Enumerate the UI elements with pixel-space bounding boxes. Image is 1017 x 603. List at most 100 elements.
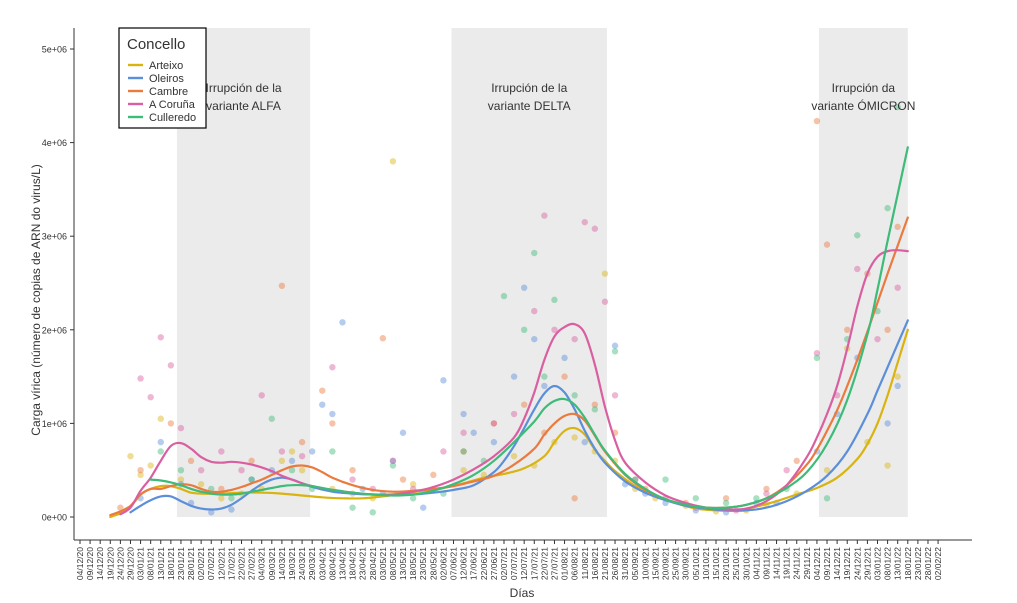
data-point-a-coru-a <box>551 326 558 333</box>
x-tick-label: 10/09/21 <box>640 547 650 580</box>
data-point-a-coru-a <box>894 284 901 291</box>
x-tick-label: 03/05/21 <box>378 547 388 580</box>
data-point-a-coru-a <box>197 467 205 474</box>
x-axis-title: Días <box>510 586 535 600</box>
shaded-period-label: Irrupción da <box>832 81 896 95</box>
data-point-a-coru-a <box>218 448 225 455</box>
x-tick-label: 22/06/21 <box>479 547 489 580</box>
shaded-period <box>818 28 908 517</box>
data-point-a-coru-a <box>541 212 548 219</box>
data-point-oleiros <box>894 382 901 390</box>
data-point-oleiros <box>319 401 326 408</box>
x-tick-label: 15/10/21 <box>711 547 721 580</box>
data-point-cambre <box>591 401 599 408</box>
data-point-oleiros <box>440 377 447 384</box>
data-point-culleredo <box>823 495 831 502</box>
data-point-cambre <box>561 373 568 380</box>
data-point-a-coru-a <box>157 334 164 341</box>
data-point-a-coru-a <box>611 392 619 399</box>
data-point-cambre <box>430 471 437 479</box>
data-point-cambre <box>490 420 498 427</box>
x-tick-label: 09/03/21 <box>267 547 277 580</box>
x-tick-label: 22/07/21 <box>539 547 549 580</box>
x-tick-label: 09/12/20 <box>85 547 95 580</box>
legend-label-cambre: Cambre <box>149 86 188 98</box>
data-point-arteixo <box>127 452 134 460</box>
data-point-culleredo <box>813 354 821 362</box>
series-curve-arteixo <box>109 328 909 519</box>
x-tick-label: 04/12/20 <box>75 547 85 580</box>
legend-label-culleredo: Culleredo <box>149 112 196 124</box>
x-tick-label: 13/04/21 <box>337 547 347 580</box>
data-point-a-coru-a <box>571 335 578 343</box>
data-point-arteixo <box>884 462 891 469</box>
x-tick-label: 23/04/21 <box>358 547 368 580</box>
series-curve-oleiros <box>129 319 909 514</box>
data-point-a-coru-a <box>581 218 588 226</box>
x-tick-label: 20/09/21 <box>661 547 671 580</box>
data-point-a-coru-a <box>329 364 336 371</box>
data-point-oleiros <box>399 429 407 436</box>
data-point-a-coru-a <box>531 307 538 315</box>
data-point-culleredo <box>248 476 255 483</box>
data-point-arteixo <box>137 471 144 479</box>
data-point-cambre <box>298 438 306 446</box>
data-point-arteixo <box>288 448 296 455</box>
data-point-culleredo <box>349 504 356 511</box>
x-tick-label: 11/08/21 <box>580 547 590 580</box>
data-point-culleredo <box>884 204 891 212</box>
x-tick-label: 19/12/21 <box>842 547 852 580</box>
data-point-culleredo <box>692 495 699 502</box>
data-point-a-coru-a <box>591 225 599 232</box>
x-tick-label: 13/01/22 <box>893 547 903 580</box>
data-point-culleredo <box>228 495 235 502</box>
shaded-period-label: Irrupción de la <box>491 81 567 95</box>
data-point-culleredo <box>460 448 467 455</box>
legend-label-arteixo: Arteixo <box>149 60 183 72</box>
data-point-culleredo <box>329 448 336 455</box>
data-point-cambre <box>187 457 195 465</box>
data-point-oleiros <box>248 476 255 483</box>
x-tick-label: 19/03/21 <box>287 547 297 580</box>
data-point-a-coru-a <box>147 393 154 401</box>
data-point-arteixo <box>177 476 185 483</box>
x-tick-label: 19/12/20 <box>105 547 115 580</box>
data-point-a-coru-a <box>137 375 144 382</box>
data-point-a-coru-a <box>238 467 245 474</box>
x-tick-label: 08/04/21 <box>327 547 337 580</box>
x-tick-label: 07/07/21 <box>509 547 519 580</box>
data-point-oleiros <box>157 438 164 446</box>
data-point-culleredo <box>611 348 619 355</box>
data-point-cambre <box>117 504 124 511</box>
x-tick-label: 28/04/21 <box>368 547 378 580</box>
smoothed-curves <box>109 146 909 519</box>
data-point-arteixo <box>278 457 286 465</box>
data-point-oleiros <box>611 342 619 349</box>
x-tick-label: 02/02/22 <box>933 547 943 580</box>
x-tick-label: 03/01/21 <box>136 547 146 580</box>
x-tick-label: 05/09/21 <box>630 547 640 580</box>
series-curve-culleredo <box>149 146 909 510</box>
data-point-cambre <box>793 457 800 465</box>
y-tick-label: 1e+06 <box>42 419 67 429</box>
data-point-culleredo <box>369 509 376 516</box>
x-tick-label: 24/12/21 <box>852 547 862 580</box>
x-tick-label: 05/10/21 <box>691 547 701 580</box>
x-tick-label: 14/12/21 <box>832 547 842 580</box>
x-tick-label: 12/06/21 <box>459 547 469 580</box>
data-point-cambre <box>813 117 821 125</box>
x-tick-label: 26/08/21 <box>610 547 620 580</box>
y-tick-label: 0e+00 <box>42 513 67 523</box>
data-point-oleiros <box>460 410 467 418</box>
x-tick-label: 17/06/21 <box>469 547 479 580</box>
data-point-arteixo <box>409 481 417 488</box>
x-tick-label: 07/02/21 <box>206 547 216 580</box>
y-ticks: 0e+00 1e+06 2e+06 3e+06 4e+06 5e+06 <box>42 45 74 523</box>
data-point-culleredo <box>177 467 185 474</box>
x-tick-label: 24/11/21 <box>792 547 802 580</box>
data-point-cambre <box>379 335 387 342</box>
data-point-oleiros <box>228 506 235 513</box>
data-point-cambre <box>248 457 255 465</box>
x-tick-label: 29/12/20 <box>125 547 135 580</box>
